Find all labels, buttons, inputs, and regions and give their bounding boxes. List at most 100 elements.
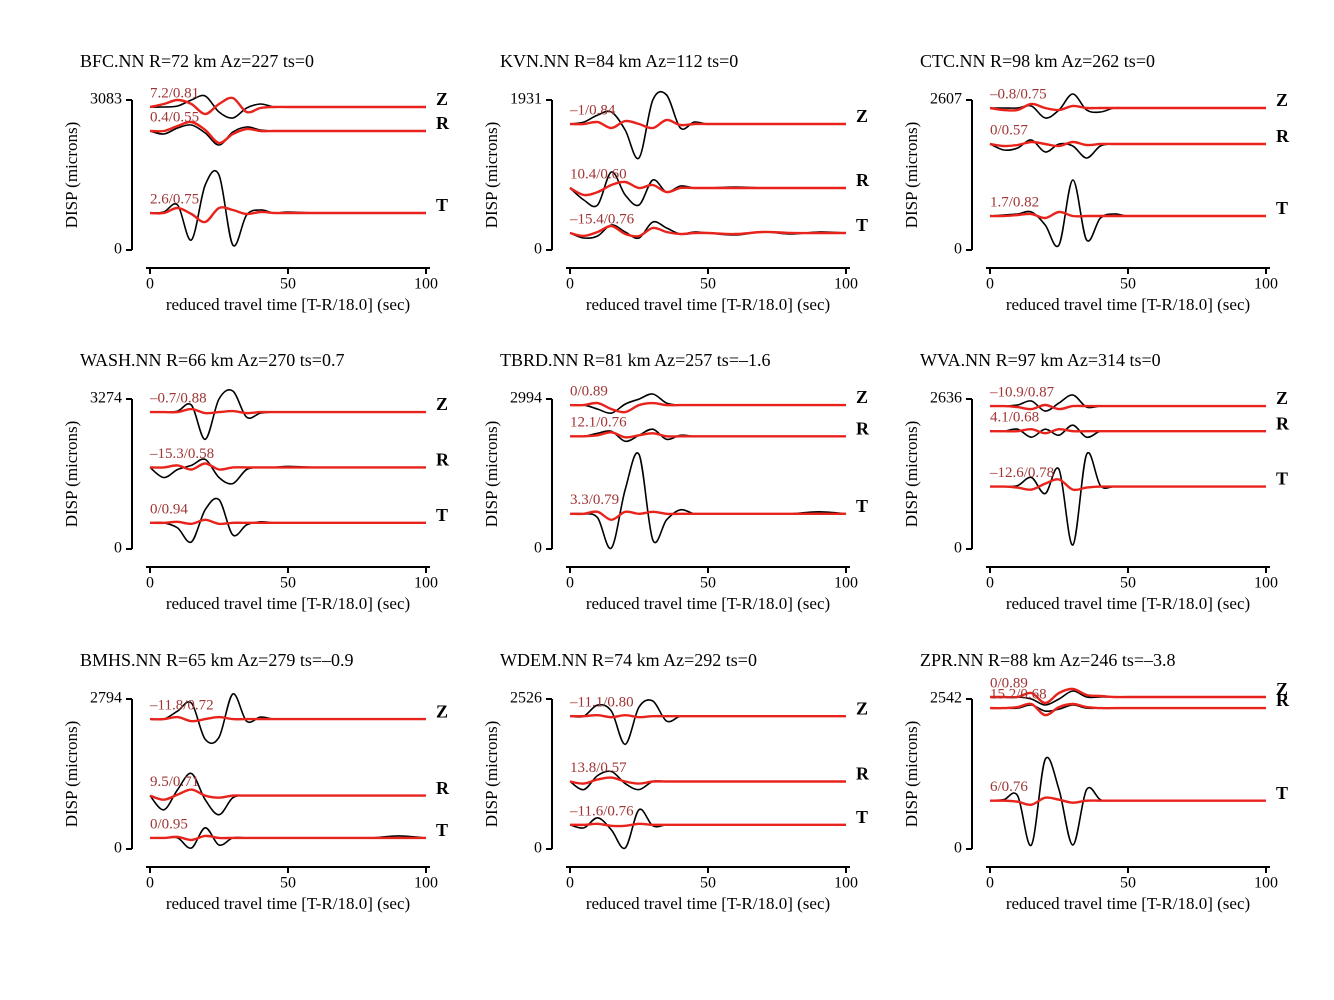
component-label: T <box>436 505 448 525</box>
y-tick-label: 0 <box>534 241 542 258</box>
x-tick-label: 50 <box>280 875 296 892</box>
x-tick-label: 50 <box>1120 875 1136 892</box>
panel: BMHS.NN R=65 km Az=279 ts=–0.9 0 2794 DISP … <box>62 650 450 913</box>
x-tick-label: 100 <box>834 575 858 592</box>
synthetic-trace <box>569 431 846 439</box>
component-label: R <box>1276 413 1290 433</box>
x-tick-label: 100 <box>834 276 858 293</box>
fit-annotation: 6/0.76 <box>990 779 1028 795</box>
synthetic-trace <box>149 518 426 526</box>
synthetic-trace <box>569 822 846 828</box>
synthetic-trace <box>149 715 426 723</box>
x-axis-label: reduced travel time [T-R/18.0] (sec) <box>1006 594 1250 613</box>
panel: TBRD.NN R=81 km Az=257 ts=–1.6 0 2994 DISP … <box>482 350 870 613</box>
x-tick-label: 0 <box>146 575 154 592</box>
x-axis-label: reduced travel time [T-R/18.0] (sec) <box>166 894 410 913</box>
x-tick-label: 0 <box>986 875 994 892</box>
x-tick-label: 50 <box>1120 575 1136 592</box>
y-tick-label: 2794 <box>90 690 122 707</box>
y-tick-label: 0 <box>954 840 962 857</box>
fit-annotation: 13.8/0.57 <box>570 760 627 776</box>
x-tick-label: 100 <box>834 875 858 892</box>
synthetic-trace <box>989 210 1266 220</box>
y-tick-label: 2607 <box>930 91 962 108</box>
y-axis-label: DISP (microns) <box>902 122 921 229</box>
x-tick-label: 100 <box>1254 575 1278 592</box>
panel: BFC.NN R=72 km Az=227 ts=0 0 3083 DISP (mic… <box>62 51 450 314</box>
component-label: Z <box>436 394 448 414</box>
x-tick-label: 100 <box>1254 875 1278 892</box>
y-axis-label: DISP (microns) <box>482 721 501 828</box>
fit-annotation: –0.8/0.75 <box>989 86 1047 102</box>
synthetic-trace <box>989 403 1266 411</box>
synthetic-trace <box>569 180 846 197</box>
panel-title: BMHS.NN R=65 km Az=279 ts=–0.9 <box>80 650 353 670</box>
panel-title: KVN.NN R=84 km Az=112 ts=0 <box>500 51 738 71</box>
component-label: Z <box>1276 388 1288 408</box>
x-tick-label: 100 <box>414 875 438 892</box>
panel: WDEM.NN R=74 km Az=292 ts=0 0 2526 DISP (mi… <box>482 650 870 913</box>
y-axis-label: DISP (microns) <box>902 721 921 828</box>
component-label: R <box>436 450 450 470</box>
fit-annotation: 0/0.89 <box>990 675 1028 691</box>
observed-trace <box>149 458 426 485</box>
panel-title: WVA.NN R=97 km Az=314 ts=0 <box>920 350 1161 370</box>
synthetic-trace <box>149 834 426 842</box>
y-tick-label: 2542 <box>930 690 962 707</box>
synthetic-trace <box>990 427 1266 435</box>
fit-annotation: –15.4/0.76 <box>569 211 635 227</box>
synthetic-trace <box>989 687 1266 705</box>
component-label: T <box>436 195 448 215</box>
fit-annotation: 0/0.95 <box>150 816 188 832</box>
component-label: Z <box>856 698 868 718</box>
y-tick-label: 0 <box>954 241 962 258</box>
fit-annotation: 12.1/0.76 <box>570 415 627 431</box>
fit-annotation: –12.6/0.78 <box>989 465 1054 481</box>
x-tick-label: 0 <box>566 276 574 293</box>
y-tick-label: 3274 <box>90 390 122 407</box>
synthetic-trace <box>989 702 1266 717</box>
x-tick-label: 50 <box>700 276 716 293</box>
fit-annotation: 3.3/0.79 <box>570 492 619 508</box>
component-label: R <box>436 778 450 798</box>
x-axis-label: reduced travel time [T-R/18.0] (sec) <box>586 594 830 613</box>
panel: WVA.NN R=97 km Az=314 ts=0 0 2636 DISP (mic… <box>902 350 1290 613</box>
component-label: T <box>1276 783 1288 803</box>
x-tick-label: 100 <box>414 575 438 592</box>
component-label: R <box>856 170 870 190</box>
component-label: Z <box>1276 679 1288 699</box>
panel-title: CTC.NN R=98 km Az=262 ts=0 <box>920 51 1155 71</box>
synthetic-trace <box>150 407 426 415</box>
fit-annotation: –11.1/0.80 <box>569 695 634 711</box>
x-tick-label: 50 <box>280 575 296 592</box>
x-tick-label: 0 <box>566 875 574 892</box>
y-axis-label: DISP (microns) <box>62 122 81 229</box>
x-tick-label: 50 <box>700 575 716 592</box>
fit-annotation: 9.5/0.71 <box>150 774 199 790</box>
component-label: R <box>856 418 870 438</box>
synthetic-trace <box>149 120 426 145</box>
observed-trace <box>149 124 426 146</box>
component-label: Z <box>1276 90 1288 110</box>
synthetic-trace <box>149 462 426 471</box>
synthetic-trace <box>569 224 846 238</box>
component-label: T <box>856 807 868 827</box>
x-tick-label: 50 <box>700 875 716 892</box>
x-axis-label: reduced travel time [T-R/18.0] (sec) <box>586 295 830 314</box>
x-tick-label: 0 <box>986 276 994 293</box>
panel: KVN.NN R=84 km Az=112 ts=0 0 1931 DISP (mic… <box>482 51 870 314</box>
panel-title: WASH.NN R=66 km Az=270 ts=0.7 <box>80 350 344 370</box>
synthetic-trace <box>569 401 846 414</box>
y-tick-label: 3083 <box>90 91 122 108</box>
fit-annotation: 2.6/0.75 <box>150 191 199 207</box>
x-tick-label: 50 <box>1120 276 1136 293</box>
component-label: R <box>856 764 870 784</box>
panel-title: WDEM.NN R=74 km Az=292 ts=0 <box>500 650 757 670</box>
x-tick-label: 0 <box>566 575 574 592</box>
panel: WASH.NN R=66 km Az=270 ts=0.7 0 3274 DISP (… <box>62 350 450 613</box>
component-label: R <box>1276 690 1290 710</box>
x-tick-label: 0 <box>146 875 154 892</box>
component-label: T <box>1276 198 1288 218</box>
x-tick-label: 0 <box>986 575 994 592</box>
synthetic-trace <box>149 206 426 224</box>
